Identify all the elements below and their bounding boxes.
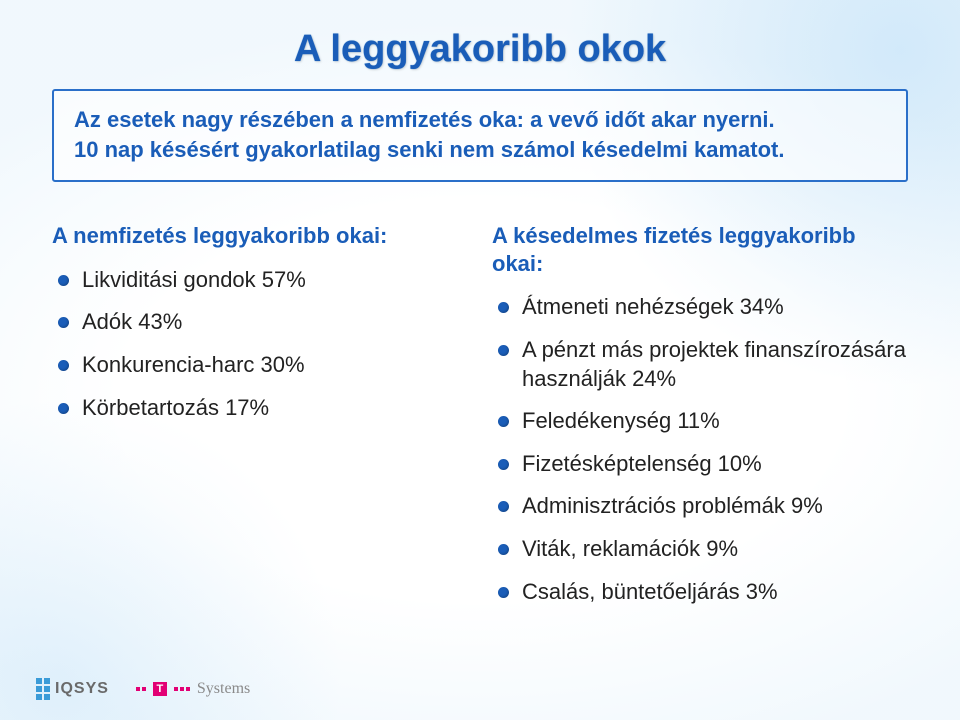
list-item: Adminisztrációs problémák 9% — [492, 492, 908, 521]
t-logo-icon: T — [153, 682, 167, 696]
iqsys-dots-icon — [36, 678, 50, 700]
box-line-1: Az esetek nagy részében a nemfizetés oka… — [74, 105, 886, 135]
left-heading: A nemfizetés leggyakoribb okai: — [52, 222, 468, 250]
tsystems-logo: T Systems — [133, 680, 250, 698]
iqsys-text: IQSYS — [55, 680, 109, 698]
list-item: Viták, reklamációk 9% — [492, 535, 908, 564]
box-line-2: 10 nap késésért gyakorlatilag senki nem … — [74, 135, 886, 165]
highlight-box: Az esetek nagy részében a nemfizetés oka… — [52, 89, 908, 182]
list-item: Csalás, büntetőeljárás 3% — [492, 578, 908, 607]
list-item: Feledékenység 11% — [492, 407, 908, 436]
t-dots-icon — [174, 687, 190, 691]
tsystems-text: Systems — [197, 680, 250, 698]
list-item: Körbetartozás 17% — [52, 394, 468, 423]
right-heading: A késedelmes fizetés leggyakoribb okai: — [492, 222, 908, 277]
right-list: Átmeneti nehézségek 34% A pénzt más proj… — [492, 293, 908, 606]
list-item: Fizetésképtelenség 10% — [492, 450, 908, 479]
iqsys-logo: IQSYS — [36, 678, 109, 700]
list-item: Likviditási gondok 57% — [52, 266, 468, 295]
t-dots-icon — [136, 687, 146, 691]
right-column: A késedelmes fizetés leggyakoribb okai: … — [492, 222, 908, 620]
list-item: Adók 43% — [52, 308, 468, 337]
slide: A leggyakoribb okok Az esetek nagy részé… — [0, 0, 960, 720]
list-item: Konkurencia-harc 30% — [52, 351, 468, 380]
left-column: A nemfizetés leggyakoribb okai: Likvidit… — [52, 222, 468, 620]
left-list: Likviditási gondok 57% Adók 43% Konkuren… — [52, 266, 468, 422]
list-item: Átmeneti nehézségek 34% — [492, 293, 908, 322]
footer-logos: IQSYS T Systems — [36, 678, 250, 700]
columns: A nemfizetés leggyakoribb okai: Likvidit… — [52, 222, 908, 620]
list-item: A pénzt más projektek finanszírozására h… — [492, 336, 908, 393]
slide-title: A leggyakoribb okok — [52, 28, 908, 71]
